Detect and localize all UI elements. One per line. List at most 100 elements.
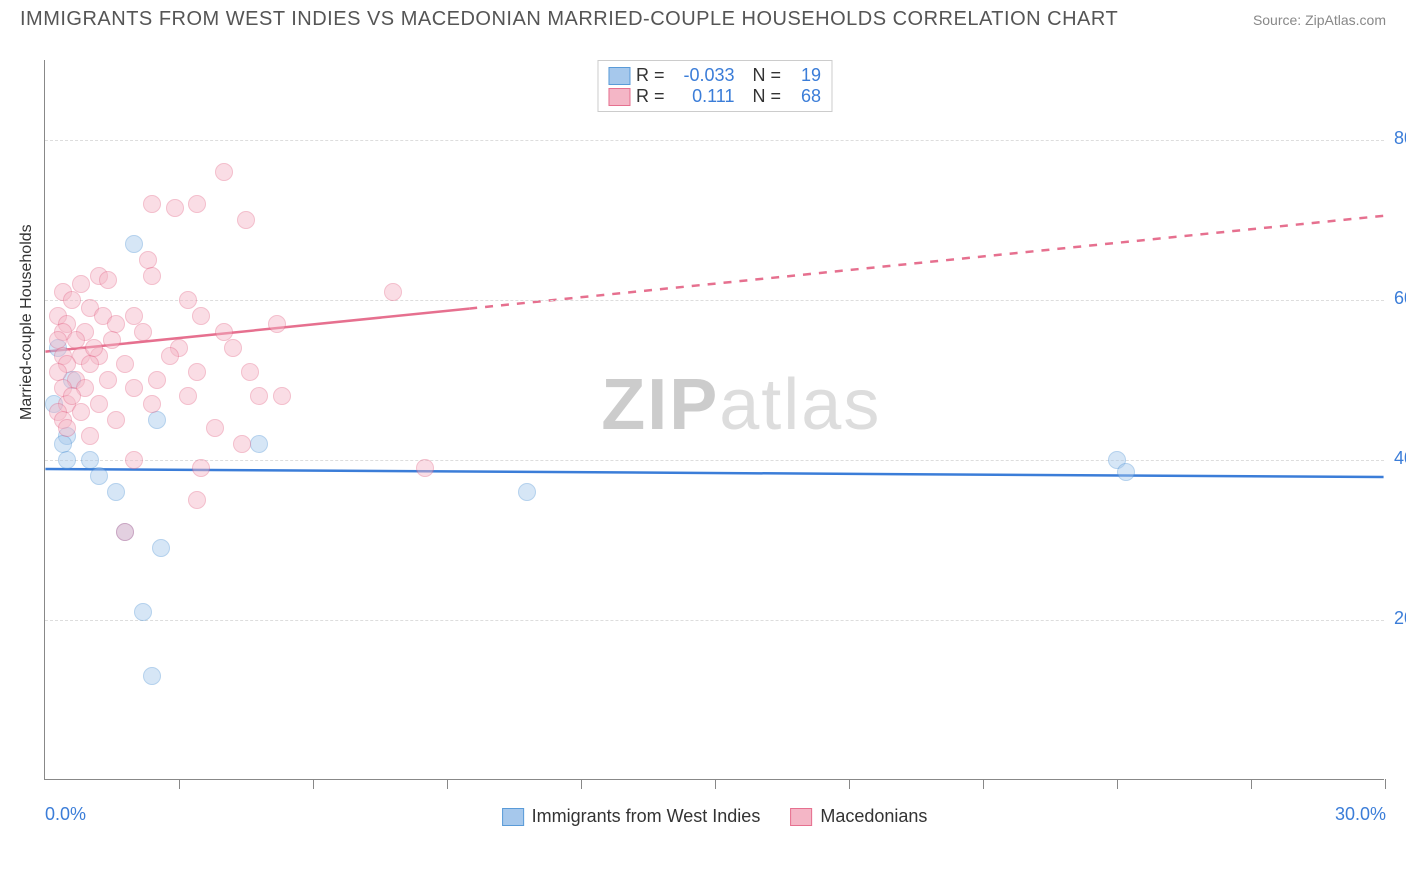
chart-svg-overlay [45,60,1384,779]
data-point-macedonians [188,363,206,381]
data-point-macedonians [273,387,291,405]
data-point-west_indies [58,451,76,469]
x-tick-mark [983,779,984,789]
legend-label: Macedonians [820,806,927,827]
data-point-macedonians [179,387,197,405]
regression-line-west_indies [45,469,1383,477]
legend-label: Immigrants from West Indies [532,806,761,827]
data-point-macedonians [103,331,121,349]
stats-r-label: R = [636,65,665,86]
data-point-macedonians [143,195,161,213]
data-point-west_indies [152,539,170,557]
data-point-macedonians [125,451,143,469]
stats-r-value: -0.033 [671,65,735,86]
data-point-macedonians [125,379,143,397]
gridline [45,300,1384,301]
data-point-macedonians [72,275,90,293]
data-point-macedonians [90,395,108,413]
stats-r-label: R = [636,86,665,107]
x-tick-mark [1385,779,1386,789]
stats-row-west_indies: R = -0.033 N =19 [608,65,821,86]
gridline [45,460,1384,461]
legend-swatch [502,808,524,826]
legend-swatch [790,808,812,826]
data-point-west_indies [250,435,268,453]
data-point-macedonians [233,435,251,453]
x-tick-mark [1251,779,1252,789]
legend-swatch [608,67,630,85]
data-point-macedonians [268,315,286,333]
data-point-macedonians [188,195,206,213]
data-point-macedonians [116,355,134,373]
y-axis-label: Married-couple Households [18,224,36,420]
legend-item-macedonians: Macedonians [790,806,927,827]
data-point-macedonians [384,283,402,301]
gridline [45,620,1384,621]
data-point-west_indies [107,483,125,501]
data-point-macedonians [99,371,117,389]
x-tick-mark [581,779,582,789]
legend-item-west_indies: Immigrants from West Indies [502,806,761,827]
data-point-west_indies [143,667,161,685]
data-point-macedonians [237,211,255,229]
data-point-macedonians [241,363,259,381]
data-point-west_indies [125,235,143,253]
data-point-macedonians [166,199,184,217]
stats-row-macedonians: R = 0.111 N =68 [608,86,821,107]
gridline [45,140,1384,141]
x-tick-mark [313,779,314,789]
data-point-west_indies [1117,463,1135,481]
data-point-west_indies [81,451,99,469]
data-point-macedonians [416,459,434,477]
data-point-macedonians [143,267,161,285]
data-point-macedonians [161,347,179,365]
watermark-bold: ZIP [601,365,719,445]
data-point-macedonians [206,419,224,437]
x-tick-mark [715,779,716,789]
data-point-macedonians [143,395,161,413]
data-point-macedonians [188,491,206,509]
y-tick-label: 40.0% [1394,448,1406,469]
data-point-macedonians [99,271,117,289]
data-point-macedonians [134,323,152,341]
data-point-west_indies [148,411,166,429]
data-point-west_indies [518,483,536,501]
stats-legend-box: R = -0.033 N =19 R = 0.111 N =68 [597,60,832,112]
chart-title: IMMIGRANTS FROM WEST INDIES VS MACEDONIA… [20,8,1118,31]
stats-r-value: 0.111 [671,86,735,107]
stats-n-value: 68 [787,86,821,107]
data-point-macedonians [192,459,210,477]
data-point-macedonians [107,411,125,429]
x-tick-mark [849,779,850,789]
chart-source: Source: ZipAtlas.com [1253,12,1386,28]
data-point-macedonians [63,291,81,309]
data-point-macedonians [81,427,99,445]
watermark-light: atlas [719,365,881,445]
data-point-macedonians [224,339,242,357]
bottom-legend: Immigrants from West Indies Macedonians [502,806,928,827]
stats-n-label: N = [753,65,782,86]
chart-header: IMMIGRANTS FROM WEST INDIES VS MACEDONIA… [0,0,1406,35]
data-point-macedonians [116,523,134,541]
y-tick-label: 20.0% [1394,608,1406,629]
data-point-macedonians [72,403,90,421]
data-point-macedonians [85,339,103,357]
legend-swatch [608,88,630,106]
regression-line-dashed-macedonians [469,216,1383,309]
x-tick-label: 0.0% [45,804,86,825]
data-point-west_indies [90,467,108,485]
x-tick-label: 30.0% [1335,804,1386,825]
chart-plot-area: ZIPatlas R =-0.033N =19R =0.111N =68 Imm… [44,60,1384,780]
x-tick-mark [1117,779,1118,789]
data-point-macedonians [250,387,268,405]
stats-n-label: N = [753,86,782,107]
data-point-macedonians [215,163,233,181]
data-point-macedonians [58,419,76,437]
data-point-macedonians [148,371,166,389]
y-tick-label: 60.0% [1394,288,1406,309]
data-point-macedonians [63,387,81,405]
data-point-macedonians [81,355,99,373]
stats-n-value: 19 [787,65,821,86]
watermark: ZIPatlas [601,364,881,446]
y-tick-label: 80.0% [1394,128,1406,149]
